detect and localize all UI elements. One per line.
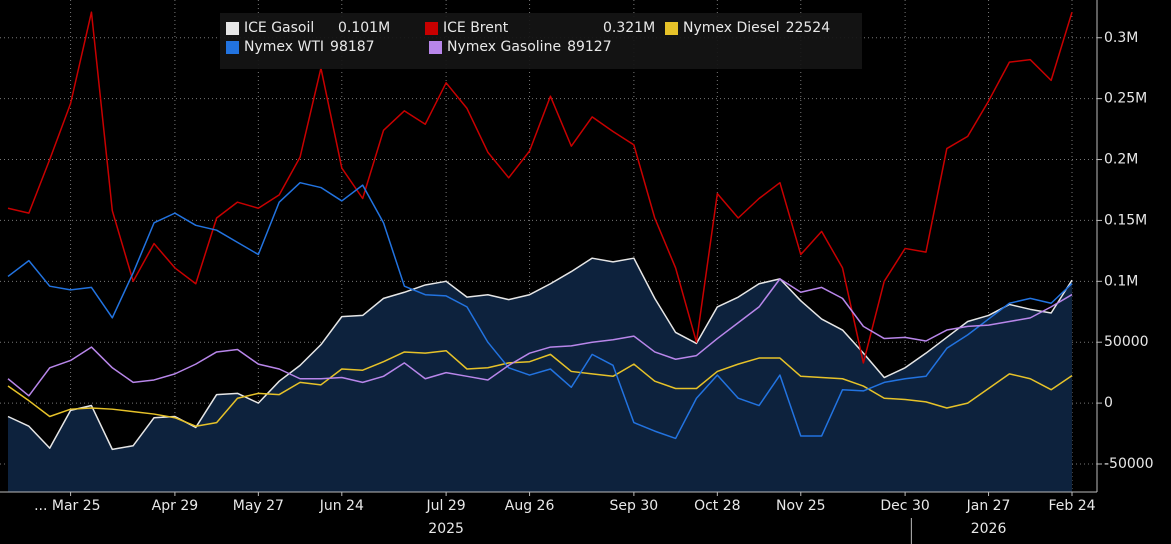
- legend-label: ICE Brent: [443, 20, 509, 36]
- y-tick-label: 0.3M: [1104, 30, 1138, 46]
- legend-label: Nymex Diesel: [683, 20, 780, 36]
- y-tick-label: 0: [1104, 395, 1113, 411]
- x-tick-label: Jan 27: [966, 498, 1011, 514]
- legend: ICE Gasoil 0.101M ICE Brent 0.321M Nymex Die…: [220, 13, 862, 69]
- legend-swatch: [429, 41, 442, 54]
- x-tick-label: May 27: [233, 498, 284, 514]
- legend-label: Nymex WTI: [244, 39, 324, 55]
- legend-swatch: [665, 22, 678, 35]
- series-line: [7, 11, 1073, 364]
- x-tick-label: Dec 30: [880, 498, 929, 514]
- legend-value: 0.101M: [338, 20, 390, 36]
- legend-label: ICE Gasoil: [244, 20, 314, 36]
- x-tick-label: Sep 30: [610, 498, 659, 514]
- legend-box: [220, 13, 862, 69]
- series-line: [7, 181, 1073, 440]
- series-line: [7, 349, 1073, 427]
- legend-value: 22524: [786, 20, 831, 36]
- area: [8, 258, 1072, 492]
- legend-swatch: [226, 22, 239, 35]
- legend-label: Nymex Gasoline: [447, 39, 561, 55]
- year-label: 2025: [428, 521, 464, 537]
- legend-swatch: [226, 41, 239, 54]
- y-tick-label: 50000: [1104, 334, 1149, 350]
- legend-swatch: [425, 22, 438, 35]
- y-tick-label: 0.15M: [1104, 212, 1147, 228]
- x-tick-label: Feb 24: [1048, 498, 1095, 514]
- y-tick-label: 0.2M: [1104, 152, 1138, 168]
- legend-value: 98187: [330, 39, 375, 55]
- y-tick-label: -50000: [1104, 456, 1154, 472]
- x-tick-label: Jul 29: [426, 498, 466, 514]
- x-tick-label: Nov 25: [776, 498, 826, 514]
- x-tick-label: Aug 26: [505, 498, 555, 514]
- y-tick-label: 0.25M: [1104, 91, 1147, 107]
- legend-value: 0.321M: [603, 20, 655, 36]
- x-tick-label: Apr 29: [152, 498, 198, 514]
- legend-value: 89127: [567, 39, 612, 55]
- x-tick-label: ... Mar 25: [34, 498, 100, 514]
- x-tick-label: Oct 28: [694, 498, 740, 514]
- y-tick-label: 0.1M: [1104, 273, 1138, 289]
- series-line: [7, 278, 1073, 397]
- x-tick-label: Jun 24: [319, 498, 364, 514]
- year-label: 2026: [971, 521, 1007, 537]
